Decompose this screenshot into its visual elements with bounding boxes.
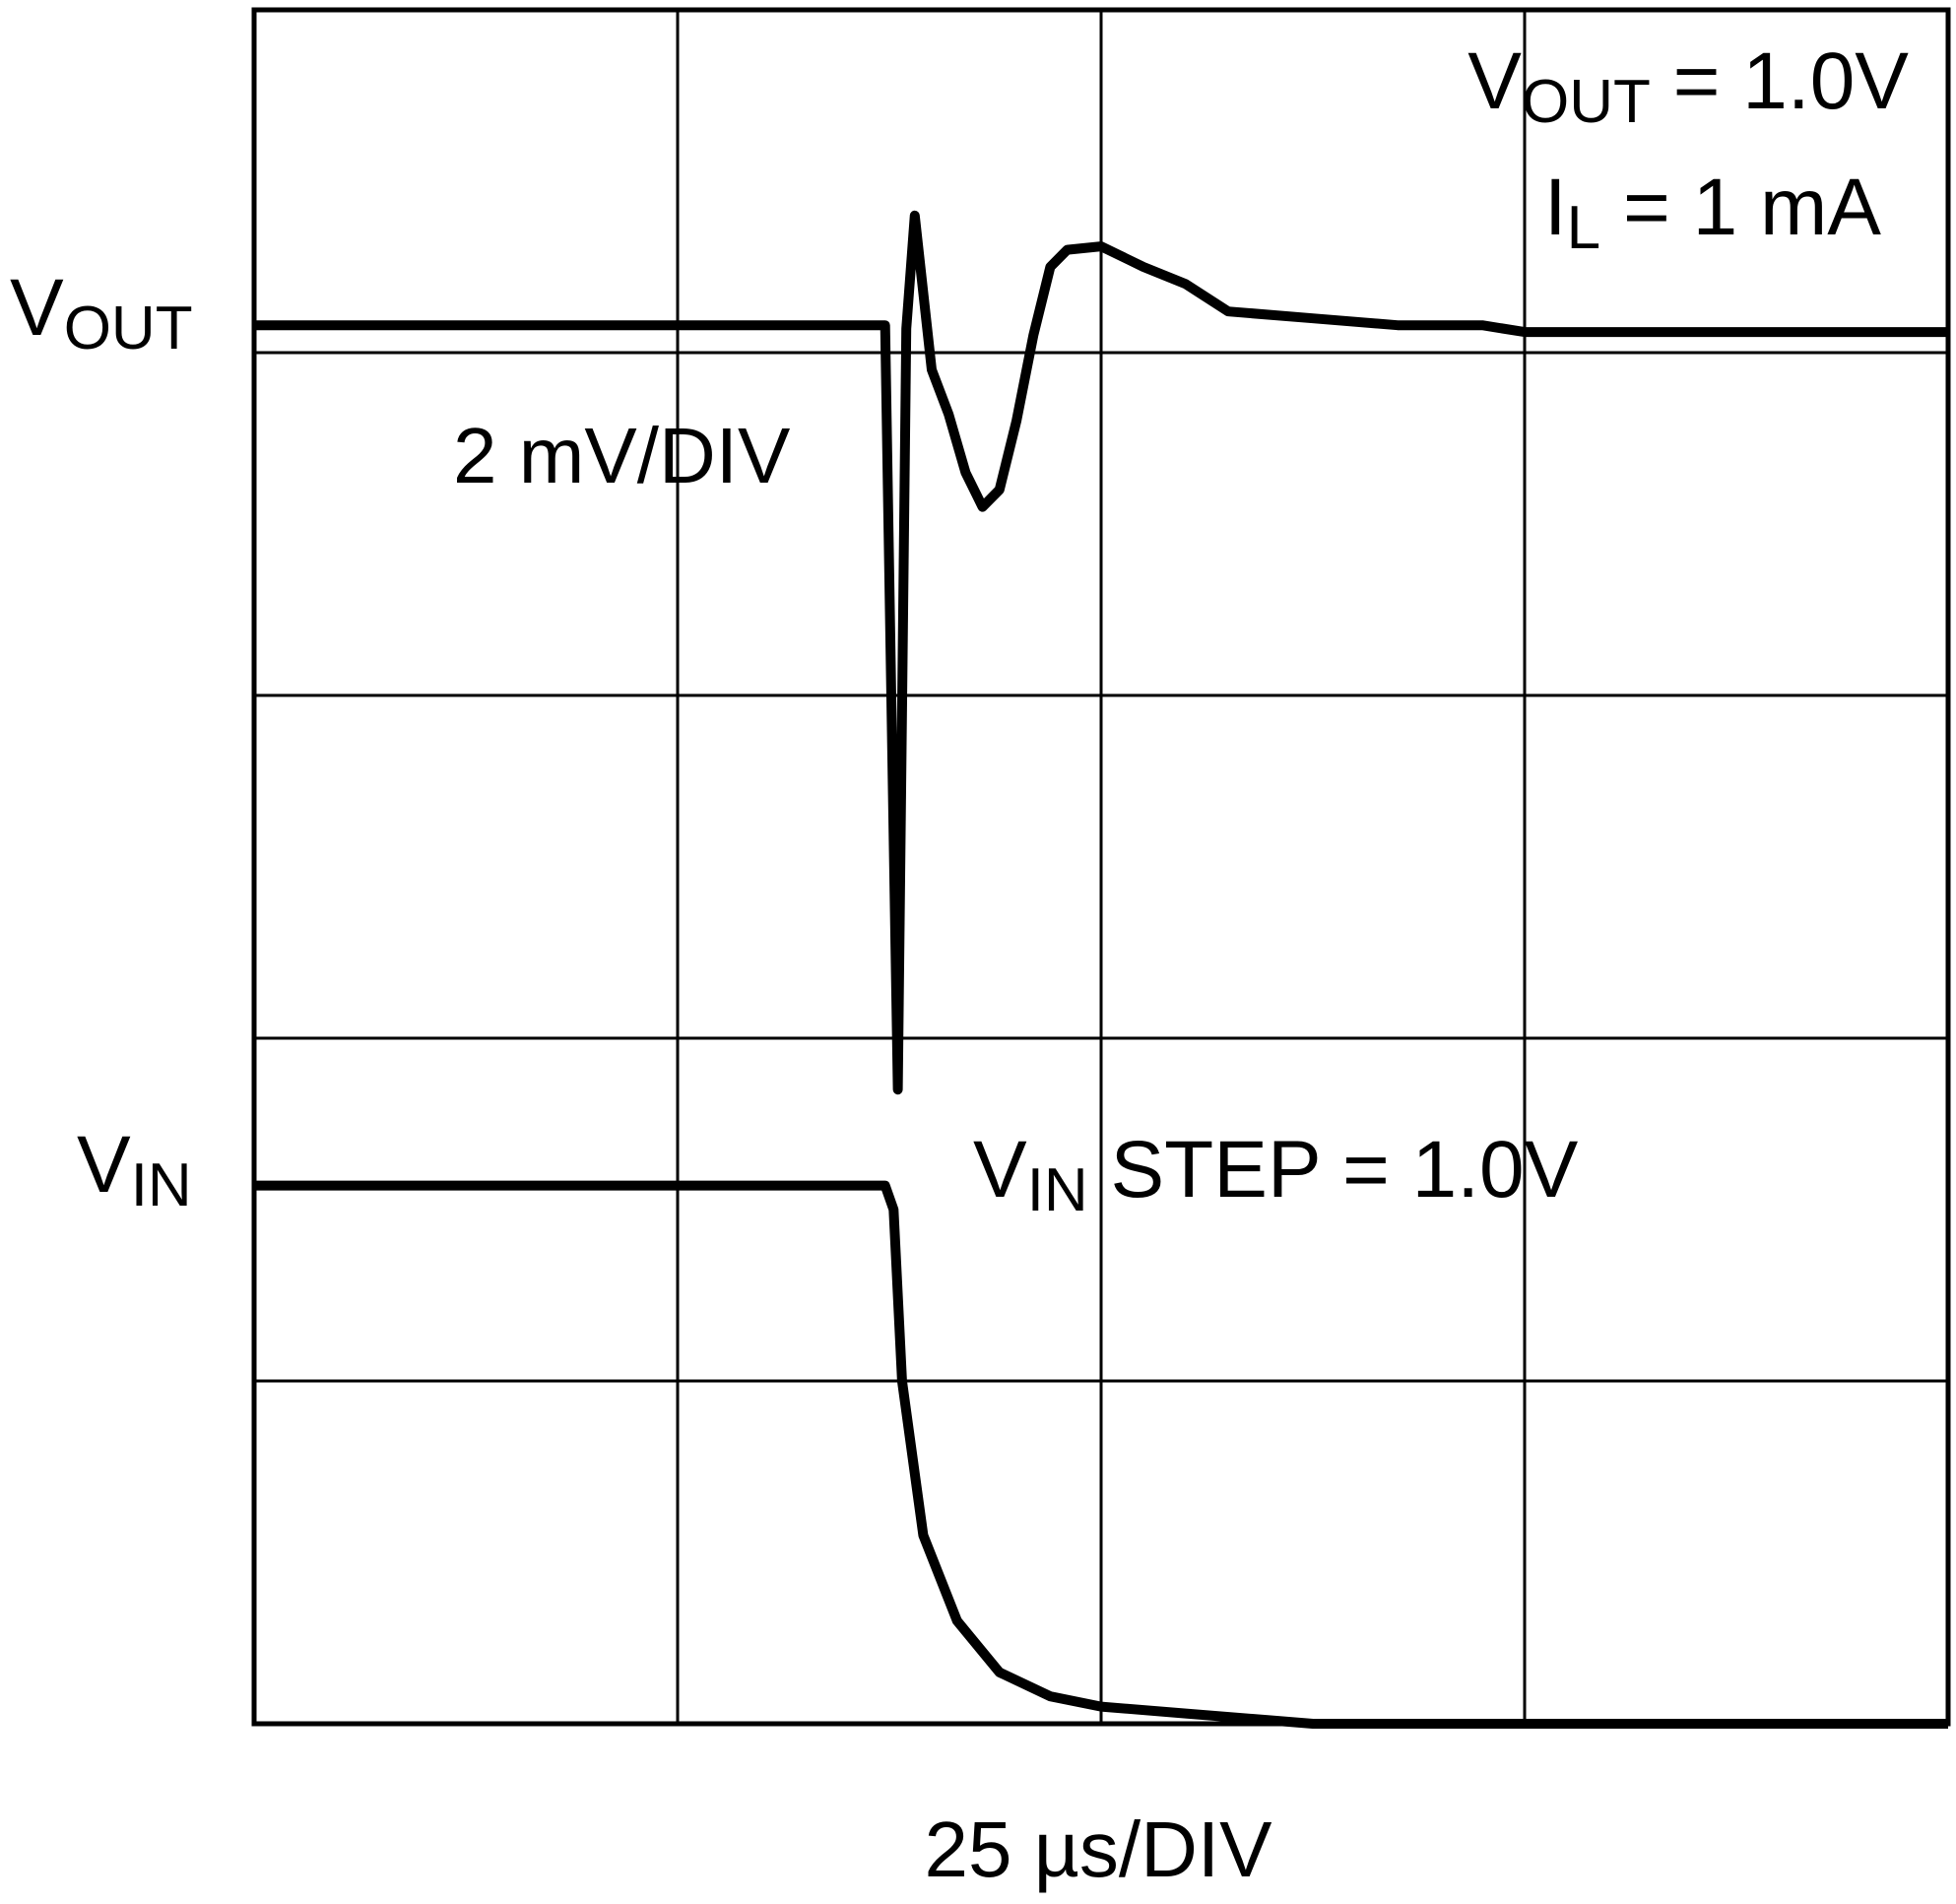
vout-channel-label: VOUT	[10, 263, 193, 362]
vout-scale-label: 2 mV/DIV	[453, 412, 791, 499]
load-current-label: IL = 1 mA	[1544, 163, 1881, 262]
vin-step-label: VIN STEP = 1.0V	[973, 1125, 1579, 1224]
grid	[254, 10, 1948, 1724]
trace-vin	[254, 1180, 1948, 1729]
time-scale-label: 25 µs/DIV	[925, 1806, 1273, 1893]
vin-channel-label: VIN	[77, 1120, 192, 1219]
traces	[254, 210, 1948, 1729]
plot-frame	[251, 7, 1951, 1727]
trace-vout	[254, 210, 1948, 1095]
vout-condition-label: VOUT = 1.0V	[1467, 36, 1909, 136]
